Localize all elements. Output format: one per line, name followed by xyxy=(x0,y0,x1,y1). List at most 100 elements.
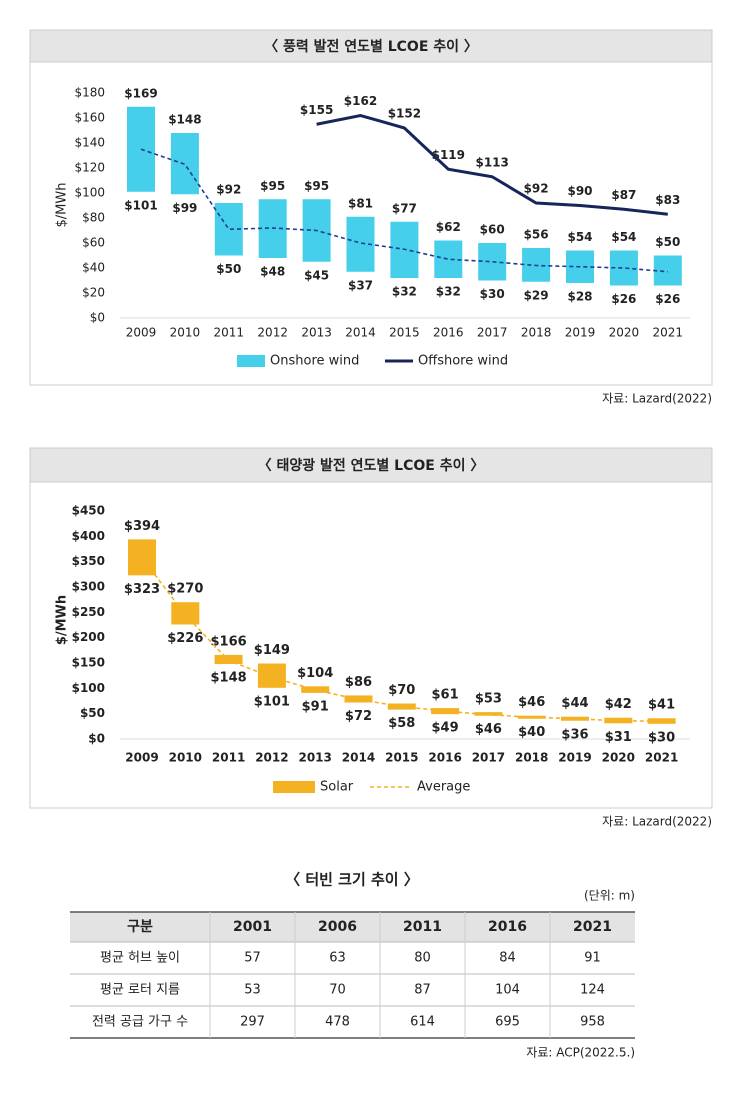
data-label: $37 xyxy=(348,278,373,292)
data-label: $46 xyxy=(518,695,545,710)
data-label: $40 xyxy=(518,725,545,740)
range-bar xyxy=(561,716,589,721)
x-tick-label: 2012 xyxy=(257,326,288,340)
x-tick-label: 2018 xyxy=(521,326,552,340)
x-tick-label: 2011 xyxy=(214,326,245,340)
x-tick-label: 2014 xyxy=(345,326,376,340)
table-header-cell: 2016 xyxy=(488,919,527,935)
x-tick-label: 2019 xyxy=(558,751,591,765)
table-title: 〈 터빈 크기 추이 〉 xyxy=(285,871,419,889)
data-label: $49 xyxy=(432,721,459,736)
x-tick-label: 2017 xyxy=(477,326,508,340)
y-tick-label: $180 xyxy=(74,86,105,100)
data-label: $104 xyxy=(297,666,333,681)
x-tick-label: 2016 xyxy=(428,751,461,765)
table-cell: 80 xyxy=(414,951,431,966)
data-label: $54 xyxy=(567,230,592,244)
range-bar xyxy=(257,663,286,688)
data-label: $169 xyxy=(124,86,157,100)
data-label: $270 xyxy=(167,582,203,597)
table-cell: 91 xyxy=(584,951,601,966)
data-label: $60 xyxy=(480,223,505,237)
source: 자료: Lazard(2022) xyxy=(602,392,712,406)
data-label: $26 xyxy=(611,292,636,306)
table-cell: 53 xyxy=(244,983,261,998)
y-tick-label: $60 xyxy=(82,236,105,250)
data-label: $77 xyxy=(392,201,417,215)
table-cell: 57 xyxy=(244,951,261,966)
chart-header xyxy=(29,447,713,483)
data-label: $56 xyxy=(524,228,549,242)
table-cell: 104 xyxy=(495,983,520,998)
x-tick-label: 2020 xyxy=(602,751,635,765)
table-cell: 478 xyxy=(325,1015,350,1030)
x-tick-label: 2009 xyxy=(125,751,158,765)
legend-label: Average xyxy=(417,780,470,795)
legend-label: Solar xyxy=(320,780,354,795)
x-tick-label: 2011 xyxy=(212,751,245,765)
x-tick-label: 2021 xyxy=(653,326,684,340)
y-tick-label: $450 xyxy=(72,504,105,518)
data-label: $83 xyxy=(655,193,680,207)
y-axis-title: $/MWh xyxy=(55,595,70,645)
data-label: $99 xyxy=(172,201,197,215)
data-label: $119 xyxy=(432,148,465,162)
data-label: $95 xyxy=(260,179,285,193)
data-label: $87 xyxy=(611,188,636,202)
y-tick-label: $0 xyxy=(88,732,105,746)
data-label: $26 xyxy=(655,292,680,306)
table-cell: 평균 로터 지름 xyxy=(100,983,180,998)
y-tick-label: $250 xyxy=(72,605,105,619)
y-tick-label: $350 xyxy=(72,554,105,568)
x-tick-label: 2013 xyxy=(298,751,331,765)
data-label: $101 xyxy=(254,694,290,709)
data-label: $101 xyxy=(124,198,157,212)
data-label: $70 xyxy=(388,683,415,698)
line xyxy=(316,113,668,216)
data-label: $95 xyxy=(304,179,329,193)
table-cell: 63 xyxy=(329,951,346,966)
x-tick-label: 2012 xyxy=(255,751,288,765)
chart-header xyxy=(29,29,713,63)
data-label: $31 xyxy=(605,730,632,745)
legend-label: Onshore wind xyxy=(270,354,359,369)
range-bar xyxy=(344,695,373,703)
chart-frame xyxy=(29,447,713,809)
data-label: $92 xyxy=(524,182,549,196)
y-tick-label: $140 xyxy=(74,136,105,150)
x-tick-label: 2017 xyxy=(472,751,505,765)
data-label: $53 xyxy=(475,692,502,707)
legend-swatch xyxy=(237,355,265,367)
data-label: $41 xyxy=(648,698,675,713)
data-label: $28 xyxy=(567,290,592,304)
table-cell: 695 xyxy=(495,1015,520,1030)
x-tick-label: 2010 xyxy=(169,751,202,765)
table-unit: (단위: m) xyxy=(584,889,635,903)
table-cell: 70 xyxy=(329,983,346,998)
y-tick-label: $0 xyxy=(90,311,105,325)
dashed-line xyxy=(141,557,662,723)
dashed-line xyxy=(140,148,668,273)
y-tick-label: $120 xyxy=(74,161,105,175)
data-label: $44 xyxy=(561,696,588,711)
table-header-cell: 2011 xyxy=(403,919,442,935)
x-tick-label: 2009 xyxy=(126,326,157,340)
data-label: $91 xyxy=(302,699,329,714)
data-label: $155 xyxy=(300,103,333,117)
data-label: $81 xyxy=(348,196,373,210)
data-label: $61 xyxy=(432,688,459,703)
data-label: $86 xyxy=(345,675,372,690)
table-header-cell: 2001 xyxy=(233,919,272,935)
data-label: $48 xyxy=(260,265,285,279)
data-label: $32 xyxy=(436,285,461,299)
x-tick-label: 2020 xyxy=(609,326,640,340)
data-label: $323 xyxy=(124,582,160,597)
range-bar xyxy=(170,133,199,195)
table-cell: 614 xyxy=(410,1015,435,1030)
y-tick-label: $80 xyxy=(82,211,105,225)
x-tick-label: 2018 xyxy=(515,751,548,765)
data-label: $62 xyxy=(436,220,461,234)
data-label: $45 xyxy=(304,268,329,282)
x-tick-label: 2021 xyxy=(645,751,678,765)
